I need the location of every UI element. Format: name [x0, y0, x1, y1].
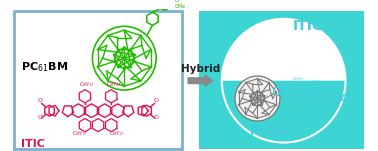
Text: $C_8H_{17}$: $C_8H_{17}$ — [79, 80, 95, 89]
Circle shape — [253, 19, 314, 81]
Text: $C_{n}H_{m}$: $C_{n}H_{m}$ — [292, 98, 304, 105]
FancyBboxPatch shape — [14, 11, 183, 149]
Text: ITIC: ITIC — [293, 19, 323, 33]
Text: $C_{n}H_{m}$: $C_{n}H_{m}$ — [332, 81, 343, 88]
Circle shape — [222, 19, 345, 143]
Text: $C_8H_{17}$: $C_8H_{17}$ — [105, 80, 121, 89]
Text: OMe: OMe — [175, 4, 186, 9]
Text: $C_{n}H_{m}$: $C_{n}H_{m}$ — [312, 78, 324, 86]
Text: O: O — [153, 115, 158, 120]
Text: $C_{n}H_{m}$: $C_{n}H_{m}$ — [332, 103, 343, 111]
FancyArrow shape — [188, 75, 212, 86]
Text: PC$_{61}$BM: PC$_{61}$BM — [21, 61, 68, 74]
Circle shape — [253, 81, 314, 143]
FancyBboxPatch shape — [199, 11, 364, 149]
Circle shape — [93, 26, 156, 90]
Text: $C_8H_{17}$: $C_8H_{17}$ — [109, 129, 124, 138]
Text: $C_{n}H_{m}$: $C_{n}H_{m}$ — [292, 75, 304, 83]
Text: O: O — [153, 98, 158, 103]
Text: PCBM: PCBM — [249, 125, 290, 138]
Text: O: O — [38, 98, 43, 103]
Circle shape — [235, 76, 280, 121]
Text: $C_8H_{17}$: $C_8H_{17}$ — [72, 129, 87, 138]
Text: O: O — [38, 115, 43, 120]
Wedge shape — [222, 81, 345, 143]
Text: ITIC: ITIC — [21, 138, 45, 148]
Text: O: O — [175, 0, 179, 3]
Text: Hybrid: Hybrid — [181, 64, 220, 74]
Text: $C_{n}H_{m}$: $C_{n}H_{m}$ — [312, 101, 324, 108]
